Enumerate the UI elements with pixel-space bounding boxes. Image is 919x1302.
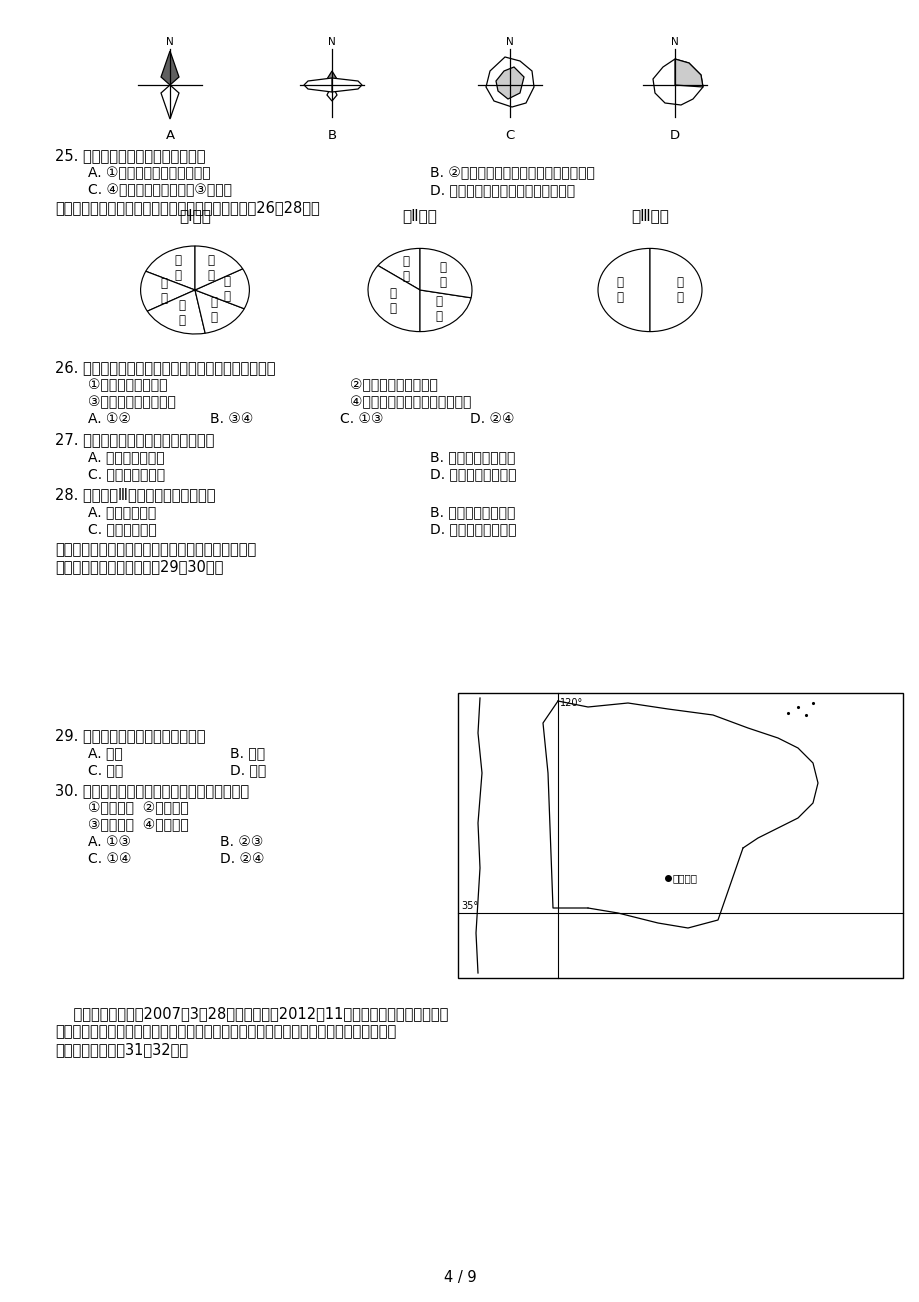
Text: N: N (328, 36, 335, 47)
Wedge shape (141, 271, 195, 311)
Text: D. 农作物品种的改良: D. 农作物品种的改良 (429, 467, 516, 480)
Text: D. 南海: D. 南海 (230, 763, 266, 777)
Text: 养
殖: 养 殖 (175, 254, 181, 283)
Text: 第Ⅲ阶段: 第Ⅲ阶段 (630, 208, 668, 223)
Text: C. 灌溉技术的提高: C. 灌溉技术的提高 (88, 467, 165, 480)
Text: ③滩涂广阔  ④坡陡水深: ③滩涂广阔 ④坡陡水深 (88, 818, 188, 832)
Text: B. 劳动力素质的提升: B. 劳动力素质的提升 (429, 450, 515, 464)
Text: A. 市场需求的变化: A. 市场需求的变化 (88, 450, 165, 464)
Wedge shape (378, 249, 420, 290)
Bar (458, 693, 902, 978)
Text: 4 / 9: 4 / 9 (443, 1269, 476, 1285)
Wedge shape (597, 249, 650, 332)
Polygon shape (332, 78, 361, 92)
Text: 30. 青岛胶东航母基地海岸地貌的特征很可能是: 30. 青岛胶东航母基地海岸地貌的特征很可能是 (55, 783, 249, 798)
Text: 25. 关于该城市功能区叙述错误的是: 25. 关于该城市功能区叙述错误的是 (55, 148, 205, 163)
Text: B. ②工业区的布置受交通通达度影响较大: B. ②工业区的布置受交通通达度影响较大 (429, 165, 595, 180)
Text: D. ②④: D. ②④ (220, 852, 265, 866)
Wedge shape (195, 290, 244, 333)
Text: N: N (505, 36, 514, 47)
Text: B. ②③: B. ②③ (220, 835, 263, 849)
Text: A: A (165, 129, 175, 142)
Text: B. 农业人口比重上升: B. 农业人口比重上升 (429, 505, 515, 519)
Polygon shape (675, 59, 702, 87)
Text: 120°: 120° (560, 698, 583, 708)
Text: C. ①③: C. ①③ (340, 411, 383, 426)
Text: 航母基地: 航母基地 (673, 874, 698, 883)
Text: 第Ⅱ阶段: 第Ⅱ阶段 (403, 208, 437, 223)
Text: A. 渤海: A. 渤海 (88, 746, 122, 760)
Text: ②季风区水旱灾害频繁: ②季风区水旱灾害频繁 (349, 378, 437, 392)
Text: 胶东航母基地地图，回答第29～30题。: 胶东航母基地地图，回答第29～30题。 (55, 559, 223, 574)
Wedge shape (195, 246, 243, 290)
Wedge shape (420, 249, 471, 298)
Text: 35°: 35° (460, 901, 478, 911)
Polygon shape (485, 57, 533, 107)
Text: 花
卉: 花 卉 (208, 254, 214, 283)
Text: B: B (327, 129, 336, 142)
Wedge shape (420, 290, 471, 332)
Text: A. ①②: A. ①② (88, 411, 130, 426)
Text: 下图为我国某地区农业土地利用变迁过程图。回答第26～28题。: 下图为我国某地区农业土地利用变迁过程图。回答第26～28题。 (55, 201, 320, 215)
Polygon shape (326, 85, 336, 102)
Text: 26. 当地水稻种植区必须加强水利工程建设，其原因是: 26. 当地水稻种植区必须加强水利工程建设，其原因是 (55, 359, 275, 375)
Polygon shape (495, 66, 524, 99)
Text: D: D (669, 129, 679, 142)
Text: 辽宁舰日前进驻青岛胶东航母基地正式服役。右图为: 辽宁舰日前进驻青岛胶东航母基地正式服役。右图为 (55, 542, 256, 557)
Text: C. 东海: C. 东海 (88, 763, 123, 777)
Text: 29. 青岛胶东航母基地濒临的海洋是: 29. 青岛胶东航母基地濒临的海洋是 (55, 728, 205, 743)
Text: 杭州地铁一号线于2007年3月28日开始建设，2012年11月建成通车。起点湘湖，从: 杭州地铁一号线于2007年3月28日开始建设，2012年11月建成通车。起点湘湖… (55, 1006, 448, 1021)
Polygon shape (652, 59, 702, 105)
Text: A. 自然灾害多发: A. 自然灾害多发 (88, 505, 156, 519)
Wedge shape (195, 268, 249, 309)
Text: 蔬
菜: 蔬 菜 (210, 296, 218, 324)
Text: 花
卉: 花 卉 (439, 260, 447, 289)
Text: 水
稻: 水 稻 (390, 286, 396, 315)
Text: 甘
薯: 甘 薯 (160, 277, 166, 305)
Text: A. ①③: A. ①③ (88, 835, 130, 849)
Text: 市地铁图，完成第31～32题。: 市地铁图，完成第31～32题。 (55, 1042, 187, 1057)
Text: 钱塘江底岩层中穿过，终点下沙，沿线经过城站，武林广场，客运中心等站。下图为杭州: 钱塘江底岩层中穿过，终点下沙，沿线经过城站，武林广场，客运中心等站。下图为杭州 (55, 1023, 396, 1039)
Text: N: N (166, 36, 174, 47)
Text: D. 商品率大幅度提高: D. 商品率大幅度提高 (429, 522, 516, 536)
Text: B. ③④: B. ③④ (210, 411, 253, 426)
Text: D. 商业区的形成受行政因素影响最大: D. 商业区的形成受行政因素影响最大 (429, 184, 574, 197)
Text: A. ①工业区的工业水污染较少: A. ①工业区的工业水污染较少 (88, 165, 210, 180)
Text: 甘
蔗: 甘 蔗 (222, 275, 230, 303)
Text: 水
稻: 水 稻 (178, 299, 185, 327)
Wedge shape (368, 266, 420, 332)
Wedge shape (145, 246, 195, 290)
Text: N: N (670, 36, 678, 47)
Text: ①该区机械化水平低: ①该区机械化水平低 (88, 378, 167, 392)
Polygon shape (161, 51, 179, 85)
Text: D. ②④: D. ②④ (470, 411, 514, 426)
Text: ③水稻种植区气候干旱: ③水稻种植区气候干旱 (88, 395, 176, 409)
Polygon shape (303, 78, 332, 92)
Text: C. ①④: C. ①④ (88, 852, 131, 866)
Text: 花
卉: 花 卉 (616, 276, 623, 303)
Text: 第Ⅰ阶段: 第Ⅰ阶段 (179, 208, 210, 223)
Polygon shape (326, 72, 336, 85)
Wedge shape (147, 290, 205, 335)
Text: C. 农业投入不足: C. 农业投入不足 (88, 522, 156, 536)
Wedge shape (650, 249, 701, 332)
Text: 蔬
菜: 蔬 菜 (675, 276, 683, 303)
Polygon shape (161, 85, 179, 118)
Text: ①地势平坦  ②地势险峻: ①地势平坦 ②地势险峻 (88, 801, 188, 815)
Text: C. ④住宅区平均房价高于③住宅区: C. ④住宅区平均房价高于③住宅区 (88, 184, 232, 197)
Text: C: C (505, 129, 514, 142)
Text: ④水稻生产需要大量的灌溉水源: ④水稻生产需要大量的灌溉水源 (349, 395, 471, 409)
Text: 27. 该地土地利用变迁的最主要原因是: 27. 该地土地利用变迁的最主要原因是 (55, 432, 214, 447)
Text: 蔬
菜: 蔬 菜 (436, 294, 442, 323)
Text: B. 黄海: B. 黄海 (230, 746, 265, 760)
Text: 养
殖: 养 殖 (403, 254, 409, 283)
Text: 28. 发展到第Ⅲ阶段时，该地最有可能: 28. 发展到第Ⅲ阶段时，该地最有可能 (55, 487, 215, 503)
